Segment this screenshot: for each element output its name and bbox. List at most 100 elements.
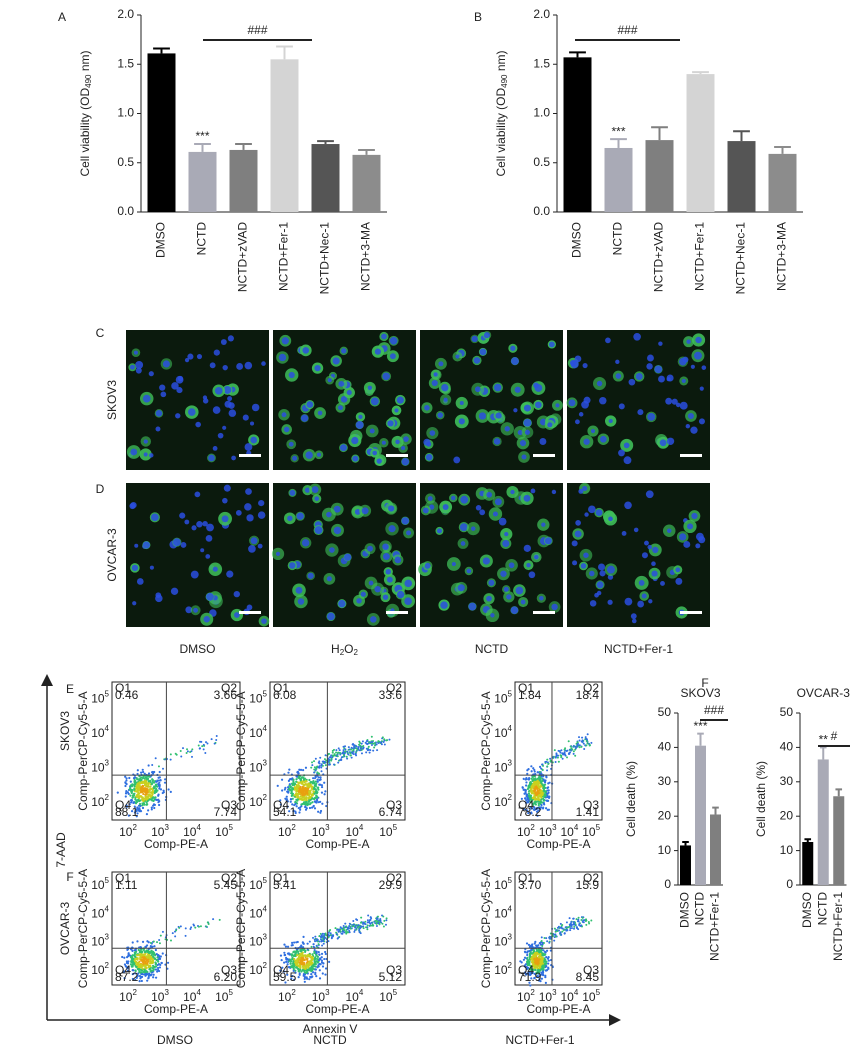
bar — [768, 153, 797, 212]
event — [585, 738, 588, 741]
cell-nucleus — [257, 543, 263, 549]
cell-nucleus — [257, 511, 266, 519]
event — [287, 786, 290, 789]
tick-exponent: 2 — [291, 988, 296, 997]
event — [202, 743, 205, 746]
event — [144, 957, 148, 961]
event — [131, 794, 135, 797]
event — [302, 965, 305, 969]
cell-nucleus — [281, 412, 287, 418]
event — [141, 787, 144, 790]
event — [303, 959, 306, 962]
event — [321, 944, 324, 947]
cell-nucleus — [568, 399, 576, 407]
cell-nucleus — [605, 337, 611, 344]
tick-base: 10 — [215, 825, 229, 839]
event — [150, 969, 153, 972]
tick-exponent: 2 — [530, 823, 535, 832]
event — [143, 803, 146, 806]
event — [327, 760, 330, 763]
event — [306, 942, 309, 945]
tick-exponent: 4 — [196, 823, 201, 832]
event — [322, 942, 325, 945]
event — [546, 957, 550, 960]
quadrant-value: 54.1 — [273, 805, 297, 819]
tick-exponent: 4 — [359, 823, 364, 832]
event — [317, 810, 320, 813]
column-label: NCTD+Fer-1 — [505, 1033, 574, 1046]
y-tick-label: 104 — [91, 904, 109, 920]
tick-base: 10 — [91, 760, 105, 774]
cell-nucleus — [608, 418, 613, 424]
event — [523, 792, 526, 795]
event — [144, 974, 147, 977]
event — [305, 958, 309, 961]
event — [134, 776, 137, 779]
event — [529, 790, 532, 793]
event — [360, 925, 363, 928]
tick-base: 10 — [494, 963, 508, 977]
event — [356, 748, 359, 751]
event — [140, 771, 143, 774]
event — [342, 924, 345, 927]
cell-nucleus — [351, 436, 359, 445]
event — [347, 931, 350, 934]
event — [556, 926, 559, 929]
tick-exponent: 2 — [263, 961, 268, 970]
event — [146, 778, 149, 781]
event — [368, 751, 371, 754]
cell-nucleus — [333, 505, 341, 513]
significance: *** — [693, 719, 707, 733]
event — [296, 771, 299, 774]
tick-exponent: 4 — [359, 988, 364, 997]
x-tick-label: NCTD — [815, 892, 829, 926]
event — [385, 917, 388, 920]
cell-nucleus — [180, 542, 187, 548]
cell-nucleus — [395, 439, 400, 445]
cell-nucleus — [698, 536, 706, 544]
event — [134, 950, 137, 954]
event — [283, 953, 287, 957]
tick-base: 10 — [91, 878, 105, 892]
cell-nucleus — [221, 515, 229, 523]
event — [337, 751, 340, 754]
cell-nucleus — [693, 351, 702, 360]
event — [373, 741, 376, 744]
event — [316, 771, 319, 774]
cell-nucleus — [213, 349, 220, 356]
event — [201, 745, 204, 748]
event — [584, 919, 587, 922]
cell-nucleus — [630, 613, 637, 620]
event — [542, 949, 545, 952]
event — [536, 952, 540, 955]
scale-bar — [239, 611, 261, 614]
event — [566, 756, 569, 759]
event — [175, 929, 178, 932]
y-tick-label: 1.5 — [533, 56, 550, 70]
event — [136, 812, 139, 815]
cell-nucleus — [517, 429, 523, 436]
significance: ### — [617, 23, 637, 37]
x-tick-label: NCTD+Nec-1 — [318, 222, 332, 295]
row-label: SKOV3 — [105, 380, 119, 420]
event — [313, 786, 316, 789]
event — [544, 807, 548, 810]
event — [545, 937, 548, 940]
event — [135, 965, 138, 969]
cell-nucleus — [572, 560, 578, 566]
event — [331, 756, 334, 759]
cell-nucleus — [687, 523, 694, 530]
tick-exponent: 5 — [228, 823, 233, 832]
cell-nucleus — [209, 362, 216, 369]
event — [303, 980, 306, 983]
event — [130, 791, 133, 795]
event — [569, 748, 572, 751]
event — [291, 794, 294, 797]
event — [303, 970, 306, 973]
event — [139, 957, 142, 960]
cell-nucleus — [589, 570, 595, 577]
event — [355, 928, 358, 931]
event — [153, 806, 156, 810]
cell-nucleus — [429, 430, 436, 436]
event — [312, 945, 315, 948]
